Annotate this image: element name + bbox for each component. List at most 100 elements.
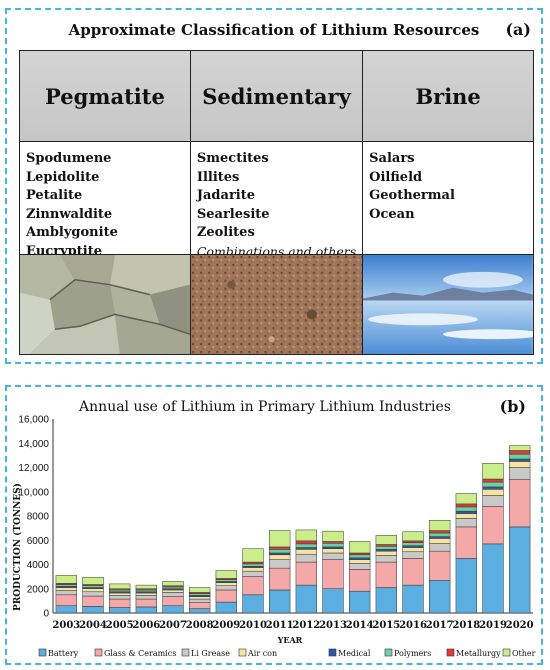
bar-segment — [55, 590, 77, 596]
y-tick-label: 16,000 — [18, 415, 49, 426]
y-tick-label: 4000 — [27, 560, 50, 571]
mineral-list: Spodumene Lepidolite Petalite Zinnwaldit… — [20, 142, 190, 259]
bar-segment — [402, 547, 424, 553]
bar-segment — [295, 540, 317, 545]
legend-swatch — [94, 648, 103, 657]
bar-segment — [349, 557, 371, 560]
x-tick-label: 2017 — [426, 620, 454, 631]
list-item: Petalite — [26, 188, 83, 203]
legend-swatch — [328, 648, 337, 657]
bar-segment — [482, 506, 504, 545]
bar-segment — [429, 532, 451, 537]
panel-b: Annual use of Lithium in Primary Lithium… — [5, 385, 543, 665]
bar-segment — [322, 543, 344, 548]
bar-segment — [375, 535, 397, 545]
bar-segment — [482, 481, 504, 488]
bar-segment — [242, 548, 264, 563]
bar-segment — [189, 602, 211, 610]
bar-segment — [109, 607, 131, 614]
legend-swatch — [384, 648, 393, 657]
list-item: Lepidolite — [26, 169, 100, 185]
bar-segment — [82, 576, 104, 585]
bar-segment — [109, 592, 131, 596]
legend-label: Medical — [338, 649, 371, 658]
panel-a-title: Approximate Classification of Lithium Re… — [68, 21, 480, 39]
bar-segment — [135, 598, 157, 608]
legend-label: Polymers — [394, 649, 431, 658]
bar-segment — [269, 554, 291, 560]
bar-segment — [509, 458, 531, 462]
bar-segment — [349, 563, 371, 570]
bar-segment — [482, 489, 504, 496]
bar-segment — [162, 592, 184, 597]
x-tick-label: 2005 — [106, 620, 134, 631]
bar-segment — [349, 552, 371, 556]
bar-segment — [402, 540, 424, 543]
bar-segment — [429, 530, 451, 534]
x-axis-label: YEAR — [277, 635, 303, 645]
bar-segment — [162, 586, 184, 589]
legend-label: Metallurgy — [456, 649, 501, 658]
chart-axes: 0 2000 4000 6000 8000 10,000 12,000 14,000 16,00… — [18, 415, 533, 620]
y-tick-label: 14,000 — [18, 439, 49, 450]
y-tick-label: 8000 — [27, 512, 50, 523]
list-item: Jadarite — [196, 188, 256, 203]
column-pegmatite: Pegmatite Spodumene Lepidolite Petalite … — [20, 51, 191, 354]
y-tick-label: 12,000 — [18, 463, 49, 474]
bar-segment — [455, 506, 477, 512]
bar-segment — [509, 453, 531, 460]
salt-flat-photo — [363, 255, 534, 354]
bar-segment — [55, 584, 77, 587]
bar-segment — [429, 536, 451, 539]
bar-segment — [482, 463, 504, 480]
bar-segment — [215, 589, 237, 603]
y-tick-label: 0 — [43, 609, 49, 620]
bar-segment — [322, 530, 344, 542]
bar-segment — [455, 526, 477, 559]
legend-label: Battery — [48, 649, 79, 658]
legend-label: Other — [512, 649, 536, 658]
bar-segment — [82, 591, 104, 597]
bar-segment — [322, 559, 344, 589]
bar-segment — [82, 606, 104, 614]
bar-segment — [322, 546, 344, 549]
x-tick-label: 2013 — [319, 620, 347, 631]
bar-segment — [455, 513, 477, 519]
x-tick-label: 2011 — [266, 620, 294, 631]
bar-segment — [189, 587, 211, 593]
bar-segment — [349, 541, 371, 554]
y-tick-label: 2000 — [27, 584, 50, 595]
mineral-rocks-photo — [20, 255, 190, 354]
x-tick-label: 2016 — [399, 620, 427, 631]
x-ticks: 2003200420052006200720082009201020112012… — [52, 620, 533, 631]
bar-segment — [242, 570, 264, 577]
legend-swatch — [446, 648, 455, 657]
x-tick-label: 2003 — [52, 620, 80, 631]
bar-segment — [429, 550, 451, 581]
legend-label: Li Grease — [191, 649, 230, 658]
bar-segment — [295, 529, 317, 542]
bar-segment — [162, 581, 184, 586]
bar-segment — [269, 546, 291, 550]
legend-swatch — [38, 648, 47, 657]
bar-segment — [349, 554, 371, 559]
bar-segment — [215, 585, 237, 591]
bar-segment — [189, 598, 211, 603]
bar-segment — [455, 510, 477, 514]
bar-segment — [295, 549, 317, 555]
stacked-bar-chart: Annual use of Lithium in Primary Lithium… — [12, 397, 536, 658]
y-tick-label: 10,000 — [18, 487, 49, 498]
bar-segment — [135, 595, 157, 600]
chart-title: Annual use of Lithium in Primary Lithium… — [78, 399, 451, 415]
bar-segment — [82, 585, 104, 588]
bar-segment — [482, 495, 504, 507]
bar-segment — [429, 519, 451, 531]
bar-segment — [135, 592, 157, 596]
bar-segment — [509, 526, 531, 614]
bar-segment — [55, 575, 77, 584]
panel-a-tag: (a) — [505, 20, 531, 39]
bar-segment — [455, 493, 477, 505]
bar-segment — [509, 479, 531, 528]
bar-segment — [135, 584, 157, 590]
y-tick-label: 6000 — [27, 536, 50, 547]
